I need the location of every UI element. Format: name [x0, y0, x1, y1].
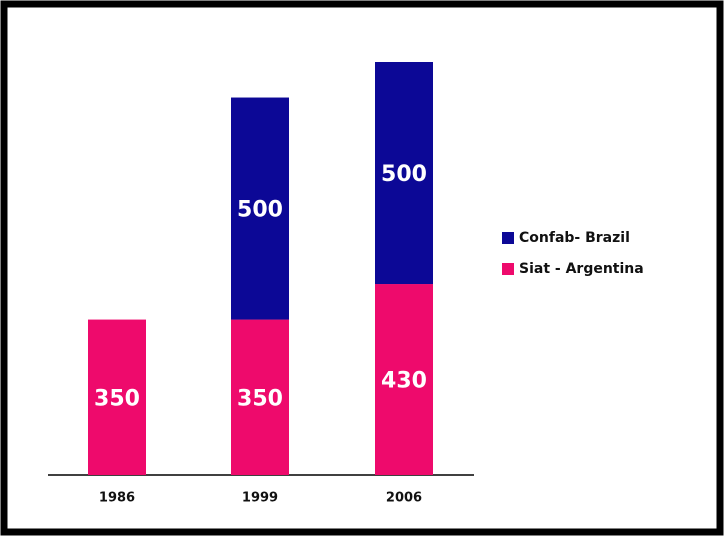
data-label: 430	[381, 369, 427, 394]
data-label: 350	[94, 386, 140, 411]
bar-segment	[88, 319, 146, 475]
bar-segment	[231, 97, 289, 320]
legend-label: Confab- Brazil	[519, 230, 630, 246]
legend-swatch	[502, 232, 514, 244]
data-label: 500	[237, 198, 283, 223]
x-tick-label: 1986	[99, 491, 135, 506]
data-label: 350	[237, 386, 283, 411]
data-label: 500	[381, 162, 427, 187]
legend-swatch	[502, 263, 514, 275]
x-tick-label: 1999	[242, 491, 278, 506]
legend-label: Siat - Argentina	[519, 261, 644, 277]
bar-segment	[375, 62, 433, 285]
x-tick-label: 2006	[386, 491, 422, 506]
bar-segment	[375, 284, 433, 475]
bar-segment	[231, 319, 289, 475]
